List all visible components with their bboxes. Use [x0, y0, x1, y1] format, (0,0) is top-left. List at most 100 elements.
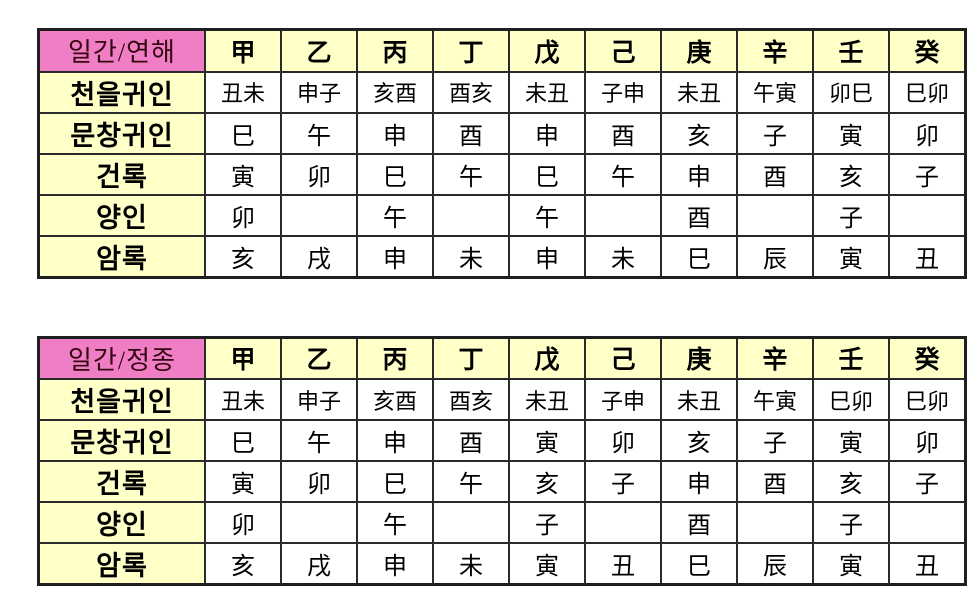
data-cell: 寅 — [508, 419, 586, 462]
data-cell: 酉 — [432, 419, 510, 462]
data-cell: 巳 — [204, 419, 282, 462]
stem-header: 乙 — [280, 28, 358, 73]
data-cell: 子 — [888, 152, 967, 196]
data-cell: 巳卯 — [812, 378, 890, 421]
row-label: 건록 — [37, 152, 206, 196]
data-cell: 申 — [660, 460, 738, 503]
data-cell: 午 — [280, 419, 358, 462]
data-cell: 辰 — [736, 234, 814, 278]
data-cell: 子 — [508, 501, 586, 544]
stem-header: 戊 — [508, 28, 586, 73]
stem-header: 辛 — [736, 28, 814, 73]
data-cell: 酉 — [432, 111, 510, 155]
stem-header: 己 — [584, 28, 662, 73]
data-cell: 未 — [432, 234, 510, 278]
data-cell: 寅 — [204, 460, 282, 503]
stem-header: 壬 — [812, 28, 890, 73]
data-cell: 丑 — [888, 542, 967, 586]
data-cell: 未丑 — [660, 70, 738, 114]
data-cell: 亥 — [508, 460, 586, 503]
data-cell: 子 — [812, 193, 890, 237]
data-cell — [432, 193, 510, 237]
table-title: 일간/정종 — [37, 336, 206, 380]
data-cell — [584, 501, 662, 544]
data-cell: 丑未 — [204, 378, 282, 421]
stem-header: 丙 — [356, 28, 434, 73]
stem-header: 庚 — [660, 336, 738, 380]
data-cell: 巳 — [356, 152, 434, 196]
stem-header: 己 — [584, 336, 662, 380]
data-cell: 巳卯 — [888, 70, 967, 114]
table-row: 양인 卯 午 子 酉 子 — [37, 501, 967, 544]
row-label: 건록 — [37, 460, 206, 503]
row-label: 문창귀인 — [37, 111, 206, 155]
header-row: 일간/연해 甲乙丙丁戊己庚辛壬癸 — [37, 28, 967, 73]
stem-header: 癸 — [888, 336, 967, 380]
data-cell: 卯 — [888, 111, 967, 155]
data-cell: 午 — [584, 152, 662, 196]
data-cell: 酉亥 — [432, 70, 510, 114]
row-label: 천을귀인 — [37, 70, 206, 114]
row-label: 문창귀인 — [37, 419, 206, 462]
data-cell: 寅 — [812, 111, 890, 155]
table-title: 일간/연해 — [37, 28, 206, 73]
data-cell: 申 — [356, 542, 434, 586]
stem-header: 甲 — [204, 28, 282, 73]
data-cell: 申 — [508, 234, 586, 278]
data-cell: 戌 — [280, 542, 358, 586]
data-cell: 酉 — [660, 193, 738, 237]
stem-header: 甲 — [204, 336, 282, 380]
data-cell: 亥 — [812, 460, 890, 503]
data-cell: 卯巳 — [812, 70, 890, 114]
data-cell — [432, 501, 510, 544]
data-cell: 午 — [280, 111, 358, 155]
data-cell: 子 — [736, 419, 814, 462]
data-cell: 子 — [736, 111, 814, 155]
row-label: 암록 — [37, 542, 206, 586]
data-cell: 申子 — [280, 378, 358, 421]
table-row: 문창귀인 巳午申酉申酉亥子寅卯 — [37, 111, 967, 155]
data-cell: 丑 — [584, 542, 662, 586]
data-cell: 子 — [888, 460, 967, 503]
data-cell: 亥 — [204, 542, 282, 586]
table-row: 암록 亥戌申未申未巳辰寅丑 — [37, 234, 967, 278]
data-cell: 午 — [432, 460, 510, 503]
stem-header: 癸 — [888, 28, 967, 73]
row-label: 양인 — [37, 501, 206, 544]
header-row: 일간/정종 甲乙丙丁戊己庚辛壬癸 — [37, 336, 967, 380]
data-cell: 未丑 — [660, 378, 738, 421]
data-cell: 未 — [584, 234, 662, 278]
stem-header: 乙 — [280, 336, 358, 380]
stem-header: 丁 — [432, 336, 510, 380]
data-cell: 酉亥 — [432, 378, 510, 421]
saju-table-1: 일간/연해 甲乙丙丁戊己庚辛壬癸 천을귀인 丑未 申子 亥酉 酉亥 未丑 子申 未丑 午寅 卯巳 巳卯 문… — [37, 28, 967, 279]
data-cell: 卯 — [204, 501, 282, 544]
data-cell: 申 — [356, 111, 434, 155]
stem-header: 丙 — [356, 336, 434, 380]
stem-header: 戊 — [508, 336, 586, 380]
data-cell — [736, 501, 814, 544]
data-cell: 卯 — [584, 419, 662, 462]
data-cell: 午 — [508, 193, 586, 237]
data-cell: 午寅 — [736, 378, 814, 421]
data-cell: 亥 — [812, 152, 890, 196]
row-label: 천을귀인 — [37, 378, 206, 421]
data-cell: 寅 — [508, 542, 586, 586]
data-cell: 酉 — [660, 501, 738, 544]
data-cell: 巳 — [356, 460, 434, 503]
stem-header: 辛 — [736, 336, 814, 380]
data-cell: 寅 — [812, 542, 890, 586]
data-cell: 亥酉 — [356, 70, 434, 114]
data-cell: 未丑 — [508, 378, 586, 421]
data-cell: 辰 — [736, 542, 814, 586]
data-cell: 丑 — [888, 234, 967, 278]
data-cell: 巳 — [508, 152, 586, 196]
data-cell: 午 — [356, 193, 434, 237]
data-cell — [888, 501, 967, 544]
table-row: 건록 寅卯巳午亥子申酉亥子 — [37, 460, 967, 503]
data-cell: 子 — [584, 460, 662, 503]
data-cell: 申 — [356, 234, 434, 278]
data-cell: 卯 — [280, 460, 358, 503]
data-cell: 卯 — [280, 152, 358, 196]
data-cell: 未 — [432, 542, 510, 586]
